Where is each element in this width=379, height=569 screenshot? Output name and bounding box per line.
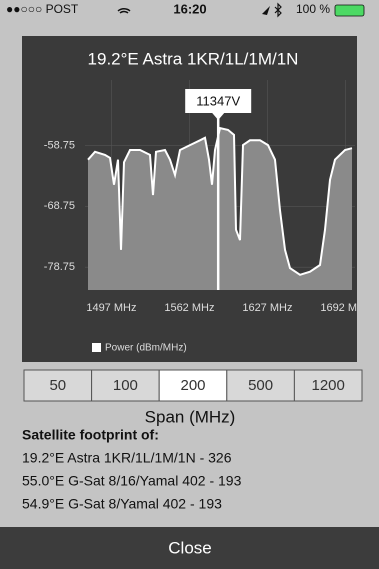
span-button[interactable] [226,369,295,402]
span-button[interactable] [23,369,93,402]
footprint-line: 19.2°E Astra 1KR/1L/1M/1N - 326 [22,450,232,466]
line [87,126,353,276]
carrier: ●●○○○ POST [6,2,79,16]
marker-box [185,89,252,113]
y-tick-label: -78.75 [44,261,75,273]
y-tick-label: -68.75 [44,200,75,212]
span-option[interactable]: 100 [113,377,138,394]
battery-level: 100 % [296,2,330,16]
location-icon [262,6,270,15]
footprint-line: 54.9°E G-Sat 8/Yamal 402 - 193 [22,496,222,512]
x-tick-label: 1562 MHz [164,302,214,314]
span-selector: 50 100 200 500 1200 [23,369,363,402]
marker-pointer [212,113,225,120]
x-tick-label: 1627 MHz [242,302,292,314]
span-button[interactable] [158,369,228,402]
chart-title: 19.2°E Astra 1KR/1L/1M/1N [88,49,299,68]
span-option[interactable]: 200 [180,377,205,394]
bluetooth-icon [274,2,282,18]
legend-swatch [92,343,101,352]
footprint-list: 19.2°E Astra 1KR/1L/1M/1N - 326 55.0°E G-… [22,450,242,512]
plot: -58.75 -68.75 -78.75 1497 MHz 1562 MHz 1627 M… [44,80,370,354]
close-label[interactable]: Close [168,538,211,557]
y-tick-label: -58.75 [44,139,75,151]
span-label: Span (MHz) [145,407,236,426]
x-tick-label: 1692 MHz [320,302,370,314]
span-option[interactable]: 500 [248,377,273,394]
x-tick-label: 1497 MHz [86,302,136,314]
close-button-bg[interactable] [0,527,379,569]
footprint-line: 55.0°E G-Sat 8/16/Yamal 402 - 193 [22,473,242,489]
footprint-heading: Satellite footprint of: [22,427,159,443]
span-option[interactable]: 50 [49,377,66,394]
span-option[interactable]: 1200 [312,377,345,394]
area [88,128,352,290]
marker-label: 11347V [196,93,240,108]
close-button[interactable]: Close [0,527,379,569]
legend-label: Power (dBm/MHz) [105,343,187,354]
span-button[interactable] [293,369,363,402]
clock: 16:20 [173,1,206,16]
battery-icon [334,4,365,17]
span-button[interactable] [91,369,160,402]
wifi-icon [117,7,131,14]
